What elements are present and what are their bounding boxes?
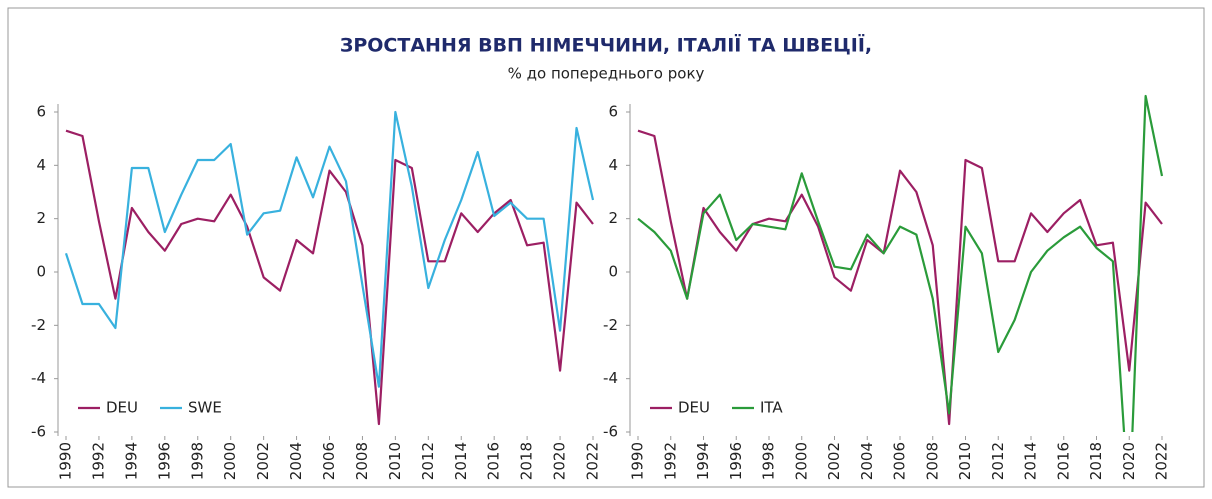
x-tick-label: 2004 bbox=[287, 442, 305, 480]
x-tick-label: 1998 bbox=[760, 442, 778, 480]
y-tick-label: -2 bbox=[603, 316, 618, 334]
x-tick-label: 2000 bbox=[221, 442, 239, 480]
x-tick-label: 1996 bbox=[727, 442, 745, 480]
x-tick-label: 2002 bbox=[254, 442, 272, 480]
x-tick-label: 2020 bbox=[551, 442, 569, 480]
x-tick-label: 2022 bbox=[584, 442, 602, 480]
x-tick-label: 2014 bbox=[1022, 442, 1040, 480]
x-tick-label: 1998 bbox=[188, 442, 206, 480]
x-tick-label: 2008 bbox=[353, 442, 371, 480]
y-tick-label: 0 bbox=[36, 263, 46, 281]
y-tick-label: -6 bbox=[31, 423, 46, 441]
y-tick-label: 6 bbox=[36, 103, 46, 121]
x-tick-label: 1992 bbox=[89, 442, 107, 480]
y-tick-label: 6 bbox=[608, 103, 618, 121]
x-tick-label: 1994 bbox=[122, 442, 140, 480]
x-tick-label: 2006 bbox=[320, 442, 338, 480]
x-tick-label: 2018 bbox=[518, 442, 536, 480]
y-tick-label: -2 bbox=[31, 316, 46, 334]
series-line bbox=[637, 94, 1164, 432]
x-tick-label: 2016 bbox=[485, 442, 503, 480]
x-tick-label: 2000 bbox=[792, 442, 810, 480]
x-tick-label: 2008 bbox=[923, 442, 941, 480]
frame bbox=[7, 7, 1205, 488]
x-tick-label: 1990 bbox=[629, 442, 647, 480]
x-tick-label: 2014 bbox=[452, 442, 470, 480]
y-tick-label: 0 bbox=[608, 263, 618, 281]
x-tick-label: 2006 bbox=[891, 442, 909, 480]
legend-label: ITA bbox=[760, 399, 783, 417]
legend-label: DEU bbox=[678, 399, 710, 417]
x-tick-label: 2002 bbox=[825, 442, 843, 480]
plot-area bbox=[64, 110, 595, 426]
x-tick-label: 2010 bbox=[956, 442, 974, 480]
legend-label: DEU bbox=[106, 399, 138, 417]
series-line bbox=[637, 129, 1163, 426]
x-tick-label: 2010 bbox=[386, 442, 404, 480]
series-line bbox=[64, 110, 595, 388]
x-tick-label: 1994 bbox=[694, 442, 712, 480]
y-tick-label: 4 bbox=[36, 156, 46, 174]
x-tick-label: 2012 bbox=[419, 442, 437, 480]
y-tick-label: 2 bbox=[608, 209, 618, 227]
plot-area bbox=[637, 94, 1164, 432]
y-tick-label: -4 bbox=[603, 369, 618, 387]
legend-label: SWE bbox=[188, 399, 222, 417]
y-tick-label: 2 bbox=[36, 209, 46, 227]
y-tick-label: -4 bbox=[31, 369, 46, 387]
chart-subtitle: % до попереднього року bbox=[508, 65, 705, 83]
x-tick-label: 2022 bbox=[1153, 442, 1171, 480]
chart-title: ЗРОСТАННЯ ВВП НІМЕЧЧИНИ, ІТАЛІЇ ТА ШВЕЦІ… bbox=[340, 33, 872, 57]
x-tick-label: 2018 bbox=[1087, 442, 1105, 480]
x-tick-label: 2012 bbox=[989, 442, 1007, 480]
x-tick-label: 1996 bbox=[155, 442, 173, 480]
x-tick-label: 2020 bbox=[1120, 442, 1138, 480]
series-line bbox=[65, 129, 594, 426]
y-tick-label: -6 bbox=[603, 423, 618, 441]
y-tick-label: 4 bbox=[608, 156, 618, 174]
x-tick-label: 1992 bbox=[661, 442, 679, 480]
x-tick-label: 2016 bbox=[1054, 442, 1072, 480]
x-tick-label: 1990 bbox=[57, 442, 75, 480]
x-tick-label: 2004 bbox=[858, 442, 876, 480]
